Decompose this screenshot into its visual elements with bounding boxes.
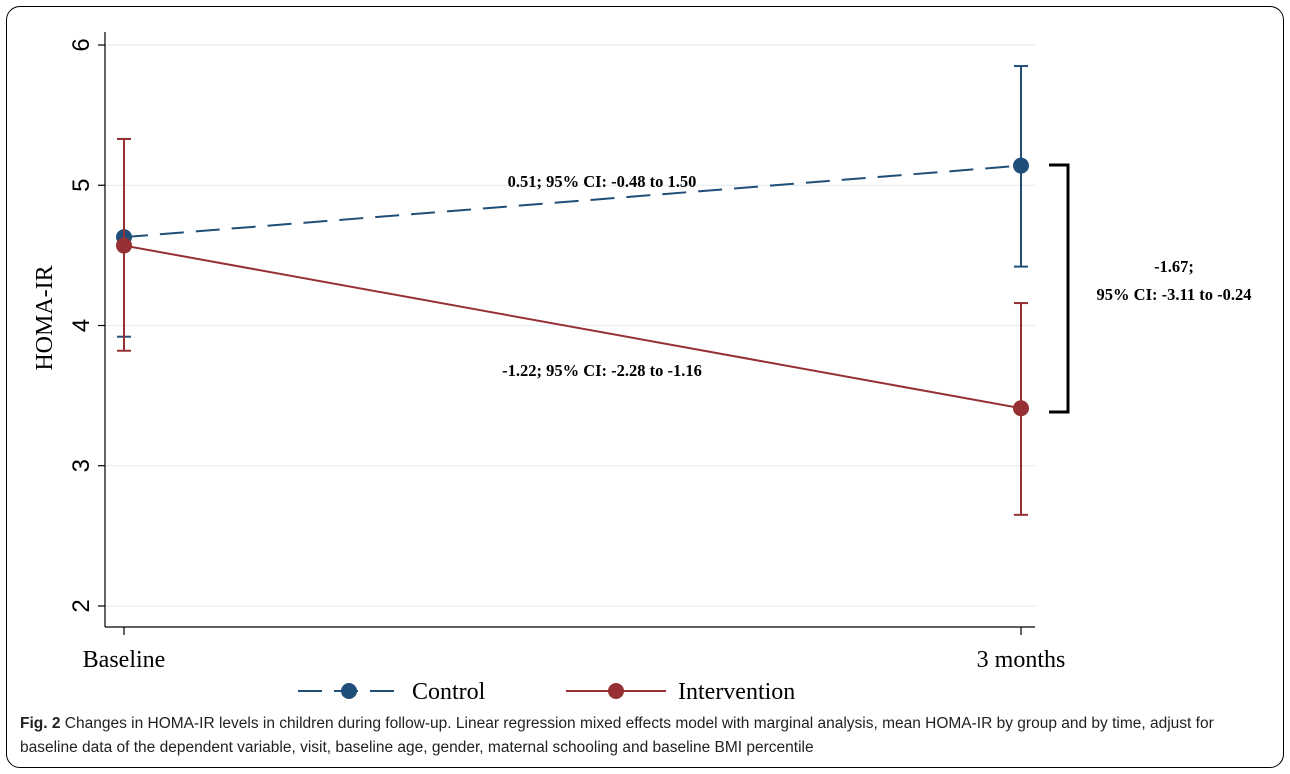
series-layer [116, 65, 1029, 516]
gridlines [105, 44, 1035, 607]
y-tick-label: 3 [68, 459, 95, 472]
legend-marker-control [341, 683, 357, 699]
chart: 2 3 4 5 6 Baseline 3 months HOMA-IR 0.51; 95%… [32, 32, 1252, 705]
data-point-control [1013, 157, 1029, 174]
legend-label-control: Control [412, 679, 486, 705]
series-intervention [116, 137, 1029, 516]
legend: Control Intervention [298, 679, 795, 705]
caption-label: Fig. 2 [20, 715, 61, 732]
y-ticks: 2 3 4 5 6 [68, 38, 105, 613]
y-tick-label: 6 [68, 38, 95, 51]
intervention-change-annotation: -1.22; 95% CI: -2.28 to -1.16 [502, 361, 702, 380]
difference-annotation-line2: 95% CI: -3.11 to -0.24 [1097, 285, 1252, 304]
difference-bracket [1049, 163, 1070, 414]
legend-item-control: Control [298, 679, 486, 705]
x-ticks: Baseline 3 months [83, 627, 1066, 673]
control-change-annotation: 0.51; 95% CI: -0.48 to 1.50 [508, 172, 697, 191]
figure-caption: Fig. 2 Changes in HOMA-IR levels in chil… [20, 712, 1275, 760]
y-tick-label: 4 [68, 319, 95, 332]
legend-item-intervention: Intervention [566, 679, 795, 705]
data-point-intervention [1013, 400, 1029, 417]
x-tick-label: Baseline [83, 647, 166, 673]
y-axis-label: HOMA-IR [32, 265, 58, 370]
difference-annotation-line1: -1.67; [1154, 257, 1194, 276]
x-tick-label: 3 months [977, 647, 1066, 673]
y-tick-label: 5 [68, 179, 95, 192]
figure-frame [6, 6, 1284, 768]
legend-label-intervention: Intervention [678, 679, 795, 705]
series-line-intervention [123, 244, 1022, 410]
axes [104, 32, 1035, 628]
y-tick-label: 2 [68, 599, 95, 612]
data-point-intervention [116, 237, 132, 254]
legend-marker-intervention [608, 683, 624, 699]
series-line-control [123, 164, 1022, 239]
series-control [116, 65, 1029, 338]
caption-text: Changes in HOMA-IR levels in children du… [20, 715, 1214, 756]
